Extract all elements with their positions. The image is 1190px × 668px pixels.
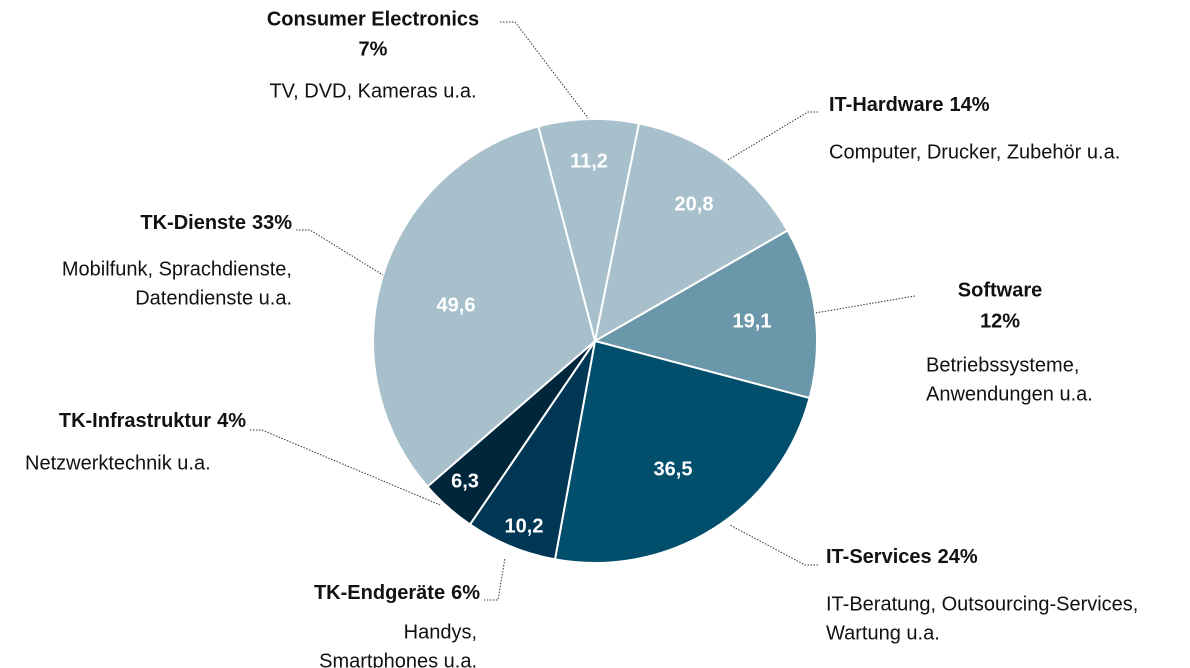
category-label: TK-Infrastruktur 4% — [59, 410, 246, 432]
category-name: IT-Services — [826, 546, 932, 568]
pie-slice — [537, 118, 641, 342]
share-label: 6% — [451, 582, 480, 604]
category-label: TK-Dienste 33% — [140, 212, 292, 234]
category-name: TK-Endgeräte — [314, 582, 445, 604]
leader-line — [814, 295, 916, 314]
leader-line — [500, 21, 589, 119]
description: Computer, Drucker, Zubehör u.a. — [829, 141, 1120, 163]
category-label: Consumer Electronics — [267, 8, 479, 30]
description: Netzwerktechnik u.a. — [25, 452, 211, 474]
value-label: 36,5 — [654, 458, 693, 480]
share-label: 7% — [359, 38, 388, 60]
pie-slice — [553, 339, 811, 564]
value-label: 6,3 — [451, 470, 479, 492]
value-label: 10,2 — [505, 515, 544, 537]
share-label: 4% — [217, 410, 246, 432]
pie-slice — [593, 122, 789, 343]
leader-line — [729, 524, 818, 566]
value-label: 19,1 — [733, 310, 772, 332]
category-name: TK-Infrastruktur — [59, 410, 211, 432]
description: Handys, — [404, 621, 477, 643]
description: Anwendungen u.a. — [926, 383, 1093, 405]
description: Wartung u.a. — [826, 622, 940, 644]
share-label: 12% — [980, 310, 1020, 332]
description: Smartphones u.a. — [319, 650, 477, 668]
description: Datendienste u.a. — [135, 287, 292, 309]
value-label: 11,2 — [570, 150, 608, 172]
category-name: TK-Dienste — [140, 212, 246, 234]
share-label: 14% — [949, 94, 989, 116]
description: Mobilfunk, Sprachdienste, — [62, 258, 292, 280]
leader-line — [250, 429, 441, 506]
description: IT-Beratung, Outsourcing-Services, — [826, 593, 1138, 615]
pie-slice — [592, 229, 818, 400]
category-label: IT-Services 24% — [826, 546, 978, 568]
category-label: TK-Endgeräte 6% — [314, 582, 480, 604]
category-name: IT-Hardware — [829, 94, 943, 116]
description: TV, DVD, Kameras u.a. — [269, 80, 476, 102]
category-label: Software — [958, 279, 1042, 301]
leader-line — [296, 229, 384, 276]
leader-line — [727, 111, 818, 161]
pie-slice — [372, 125, 597, 488]
value-label: 20,8 — [675, 193, 714, 215]
value-label: 49,6 — [437, 294, 476, 316]
description: Betriebssysteme, — [926, 354, 1079, 376]
leader-line — [484, 557, 506, 601]
share-label: 24% — [938, 546, 978, 568]
category-label: IT-Hardware 14% — [829, 94, 990, 116]
share-label: 33% — [252, 212, 292, 234]
